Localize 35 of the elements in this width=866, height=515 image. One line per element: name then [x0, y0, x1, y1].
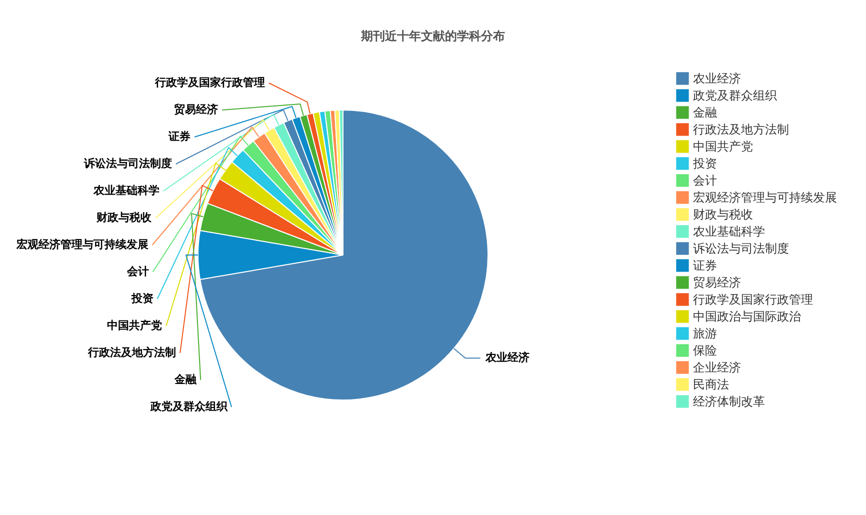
text: 诉讼法与司法制度 [82, 157, 172, 170]
text: 投资 [130, 292, 154, 305]
legend-label: 行政学及国家行政管理 [693, 292, 813, 306]
legend-label: 行政法及地方法制 [693, 122, 789, 136]
legend-label: 旅游 [693, 326, 717, 340]
legend-label: 投资 [692, 156, 717, 170]
legend-label: 经济体制改革 [693, 394, 765, 408]
legend-label: 保险 [693, 344, 717, 358]
legend-label: 金融 [693, 106, 717, 120]
legend-label: 宏观经济管理与可持续发展 [693, 190, 837, 204]
text: 农业基础科学 [92, 184, 160, 197]
text: 农业经济 [484, 351, 530, 364]
chart-title: 期刊近十年文献的学科分布 [360, 29, 505, 43]
text: 政党及群众组织 [150, 400, 229, 413]
legend-label: 政党及群众组织 [693, 88, 777, 102]
text: 中国共产党 [107, 319, 162, 332]
legend-label: 农业经济 [693, 72, 741, 86]
legend-label: 中国共产党 [693, 140, 753, 154]
text: 行政学及国家行政管理 [154, 76, 265, 89]
legend-label: 民商法 [693, 378, 729, 392]
legend-label: 会计 [693, 174, 717, 188]
legend-label: 诉讼法与司法制度 [693, 242, 789, 256]
text: 证券 [168, 130, 192, 143]
text: 金融 [174, 373, 198, 386]
text: 贸易经济 [174, 103, 218, 116]
legend-label: 企业经济 [693, 360, 741, 374]
legend-label: 财政与税收 [693, 208, 753, 222]
legend-label: 农业基础科学 [693, 224, 765, 238]
legend-label: 中国政治与国际政治 [693, 310, 801, 324]
text: 宏观经济管理与可持续发展 [15, 238, 148, 251]
text: 财政与税收 [96, 211, 153, 224]
text: 行政法及地方法制 [87, 346, 176, 359]
text: 会计 [126, 265, 149, 278]
legend-label: 证券 [693, 258, 717, 272]
legend-label: 贸易经济 [693, 276, 741, 290]
